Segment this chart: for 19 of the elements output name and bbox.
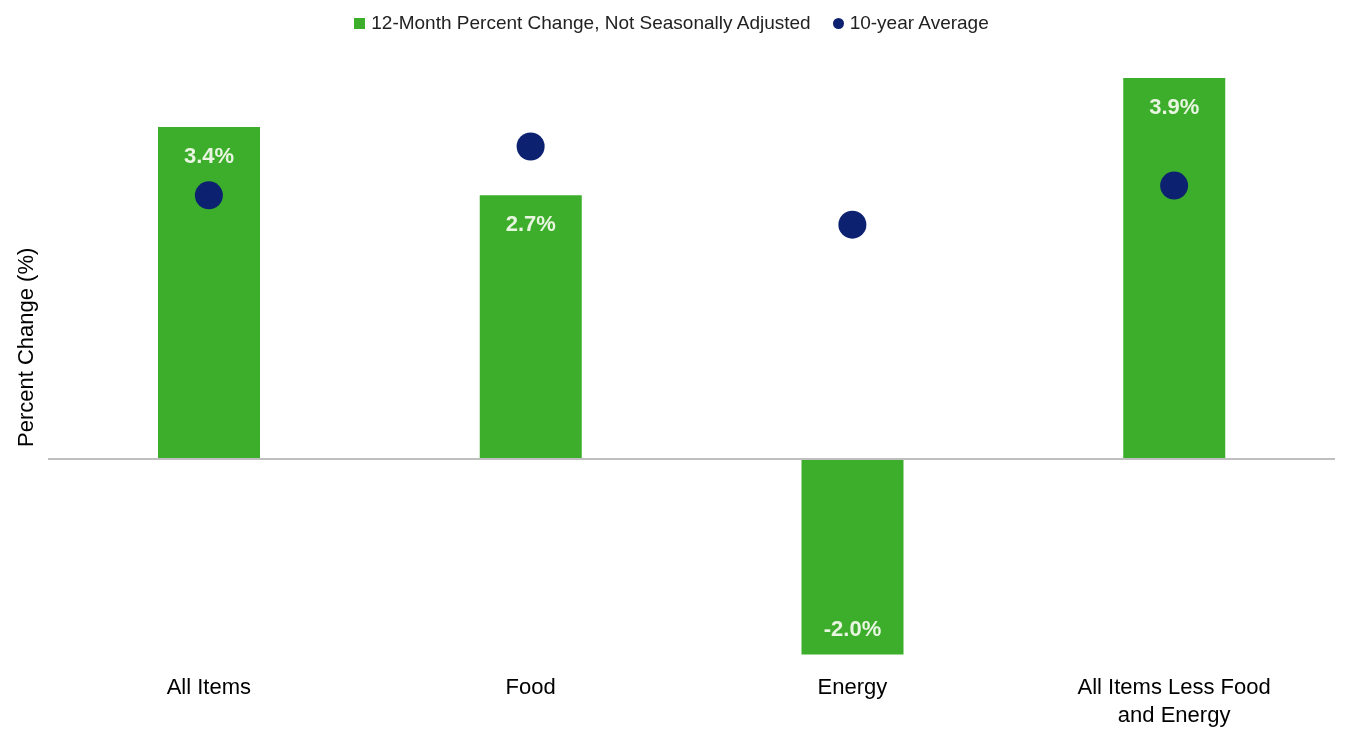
x-tick-label: All Items Less Food and Energy [1077, 674, 1271, 727]
bar [158, 126, 260, 460]
x-tick-label: Food [505, 674, 556, 699]
point [516, 132, 545, 161]
y-axis-title: Percent Change (%) [12, 247, 38, 447]
legend-label: 12-Month Percent Change, Not Seasonally Adjusted [370, 12, 811, 34]
data-label: 3.4% [183, 142, 235, 168]
data-label: 2.7% [505, 211, 556, 237]
point [1160, 171, 1189, 200]
bar [1123, 78, 1226, 460]
data-label: -2.0% [823, 616, 882, 642]
x-tick-label: Energy [817, 674, 888, 699]
legend-label: 10-year Average [848, 12, 989, 34]
point [838, 210, 867, 239]
data-label: 3.9% [1149, 94, 1200, 120]
x-tick-label: All Items [166, 674, 252, 699]
bar [801, 459, 904, 655]
point [194, 181, 223, 210]
bar [479, 195, 582, 460]
